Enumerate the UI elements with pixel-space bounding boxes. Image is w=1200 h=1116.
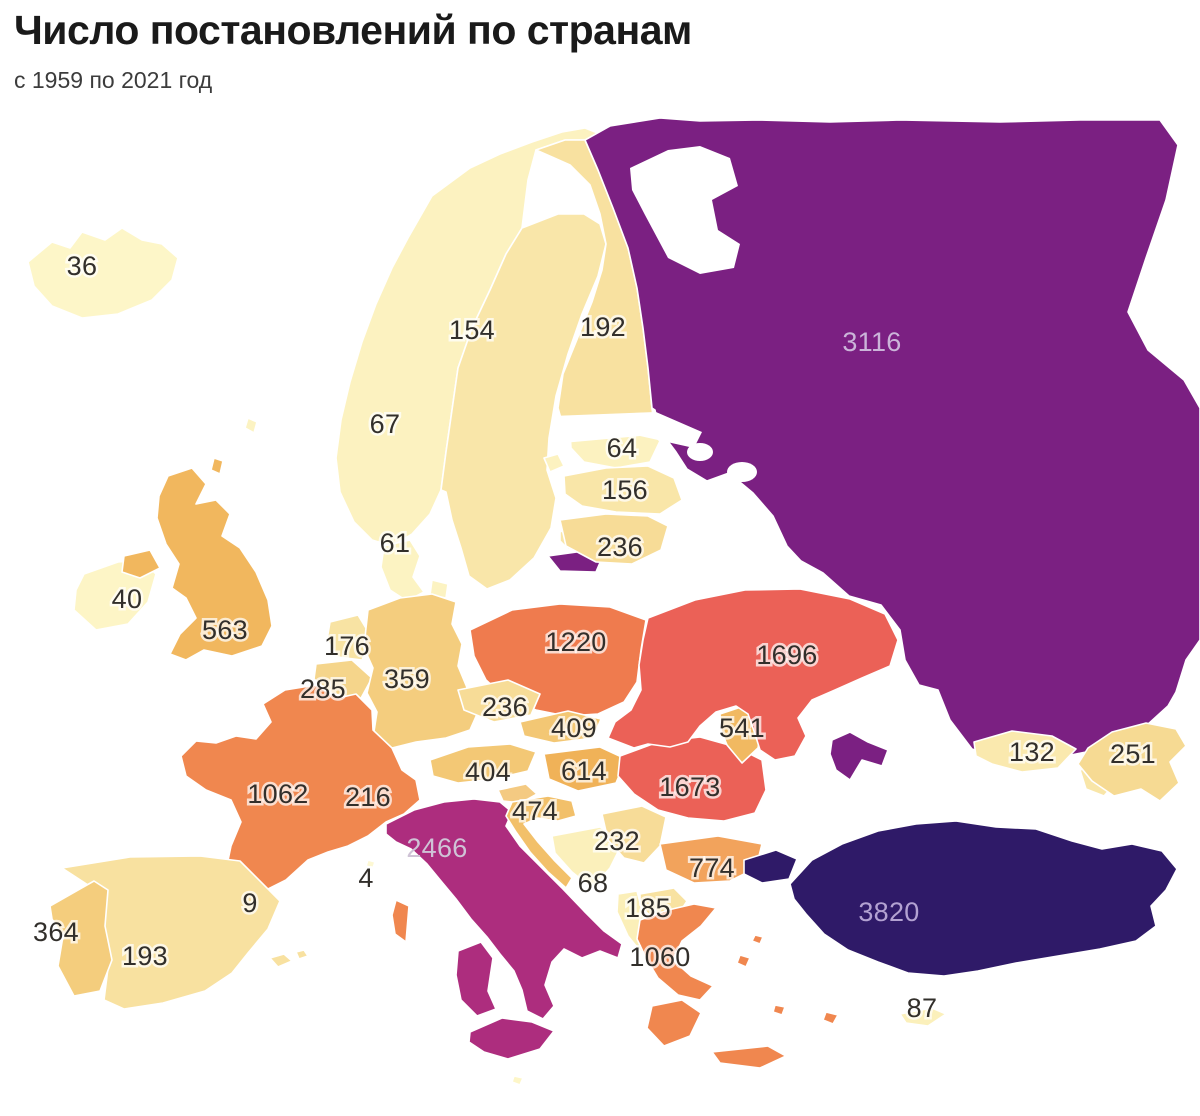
value-label-north_macedonia: 185 <box>625 893 671 923</box>
value-label-finland: 192 <box>580 312 626 342</box>
page-subtitle: с 1959 по 2021 год <box>14 67 213 94</box>
value-label-latvia: 156 <box>602 475 648 505</box>
country-lithuania <box>559 513 669 565</box>
value-label-greece: 1060 <box>629 942 690 972</box>
country-ukraine <box>607 588 899 761</box>
country-uk-great-britain <box>156 467 273 661</box>
country-malta <box>511 1075 524 1086</box>
gulf-of-finland <box>552 412 702 448</box>
country-czechia <box>457 679 541 723</box>
value-label-ukraine: 1696 <box>756 640 817 670</box>
country-netherlands <box>326 614 373 661</box>
value-label-hungary: 614 <box>561 756 607 786</box>
value-label-ireland: 40 <box>112 584 143 614</box>
country-greece-crete <box>711 1045 787 1069</box>
country-uk-shetland <box>210 457 224 475</box>
country-spain-balearics <box>269 949 309 968</box>
value-label-germany: 359 <box>384 664 430 694</box>
value-label-cyprus: 87 <box>907 993 938 1023</box>
value-label-lithuania: 236 <box>597 532 643 562</box>
country-portugal <box>49 880 113 997</box>
value-label-monaco: 4 <box>358 863 373 893</box>
country-france-corsica <box>391 899 410 943</box>
lake-ladoga <box>687 443 713 461</box>
country-turkey-anatolia <box>789 820 1178 977</box>
country-italy-sardinia <box>455 941 497 1017</box>
value-label-uk: 563 <box>202 615 248 645</box>
value-label-portugal: 364 <box>33 917 79 947</box>
value-label-serbia: 232 <box>594 826 640 856</box>
value-label-georgia: 132 <box>1009 737 1055 767</box>
value-label-estonia: 64 <box>607 433 638 463</box>
country-uk-northern-ireland <box>121 549 161 579</box>
country-slovakia <box>519 710 602 744</box>
country-greece <box>636 903 717 1001</box>
country-denmark <box>380 539 425 602</box>
value-labels: 36 67 154 192 61 64 156 236 40 563 176 285 359 1220 23… <box>31 249 1159 1026</box>
value-label-netherlands: 176 <box>324 631 370 661</box>
value-label-bosnia: 68 <box>578 868 609 898</box>
country-france <box>180 684 421 893</box>
chart-header: Число постановлений по странам с 1959 по… <box>14 7 692 94</box>
country-georgia <box>973 730 1077 773</box>
value-label-slovakia: 409 <box>551 713 597 743</box>
country-sweden <box>440 213 607 590</box>
value-label-moldova: 541 <box>719 713 765 743</box>
country-azerbaijan <box>1077 722 1187 802</box>
country-monaco <box>365 859 376 869</box>
country-hungary <box>543 746 627 792</box>
country-russia-crimea <box>829 731 889 781</box>
value-label-czechia: 236 <box>482 692 528 722</box>
value-label-turkey: 3820 <box>858 897 919 927</box>
value-label-austria: 404 <box>465 757 511 787</box>
country-romania <box>617 736 767 822</box>
country-bulgaria <box>659 835 763 884</box>
value-label-bulgaria: 774 <box>689 853 735 883</box>
page-title: Число постановлений по странам <box>14 7 692 53</box>
value-label-switzerland: 216 <box>345 782 391 812</box>
value-label-iceland: 36 <box>67 251 98 281</box>
lake-onega <box>727 462 757 482</box>
country-turkey-thrace <box>743 849 798 884</box>
value-label-norway: 67 <box>370 409 401 439</box>
value-label-croatia: 474 <box>512 796 558 826</box>
country-serbia <box>601 805 667 864</box>
country-cyprus <box>899 1007 947 1027</box>
country-latvia <box>563 465 683 515</box>
value-label-russia: 3116 <box>842 327 901 357</box>
value-label-italy: 2466 <box>406 833 467 863</box>
country-estonia-islands <box>543 453 565 473</box>
country-italy-sicily <box>468 1017 555 1060</box>
country-iceland <box>27 227 179 319</box>
value-label-france: 1062 <box>247 779 308 809</box>
country-bosnia <box>551 826 624 889</box>
water-overlays <box>552 146 757 482</box>
value-label-belgium: 285 <box>300 674 346 704</box>
country-faroe-islands <box>244 417 258 434</box>
value-label-azerbaijan: 251 <box>1110 739 1156 769</box>
value-label-poland: 1220 <box>545 627 606 657</box>
value-label-romania: 1673 <box>659 772 720 802</box>
country-croatia <box>505 795 577 889</box>
country-germany <box>363 593 479 749</box>
value-label-denmark: 61 <box>380 528 411 558</box>
country-greece-peloponnese <box>646 999 702 1047</box>
value-label-spain: 193 <box>122 941 168 971</box>
country-greece-islands <box>736 934 839 1025</box>
value-label-andorra: 9 <box>242 888 257 918</box>
white-sea <box>630 146 740 274</box>
country-austria <box>429 743 537 784</box>
value-label-sweden: 154 <box>449 315 495 345</box>
